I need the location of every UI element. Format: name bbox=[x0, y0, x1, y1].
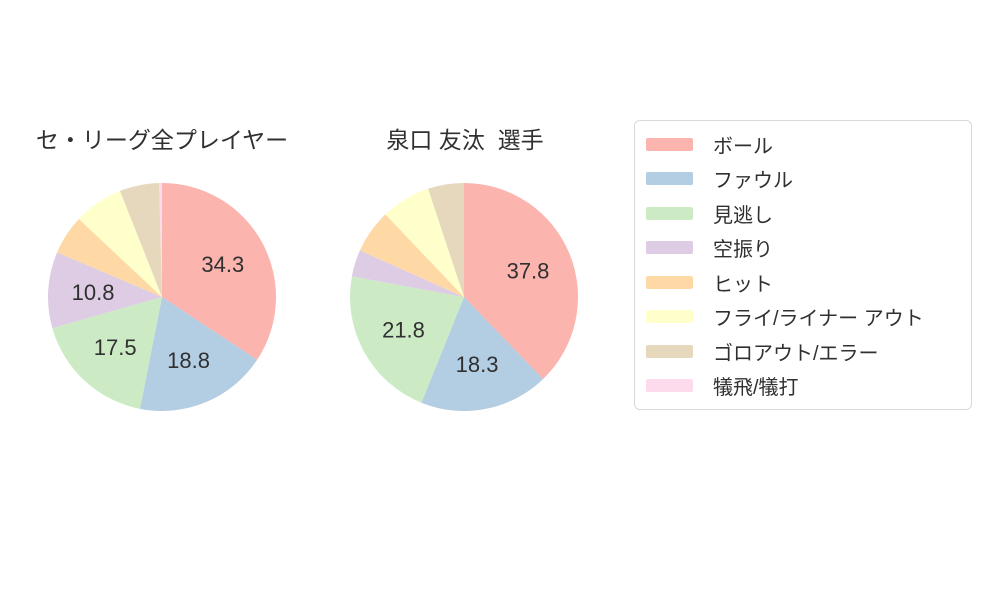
legend-item-label: ファウル bbox=[713, 170, 793, 193]
legend-item-label: ボール bbox=[713, 135, 773, 158]
legend-item-label: ヒット bbox=[713, 273, 773, 296]
pie-value-label: 37.8 bbox=[507, 259, 550, 284]
pie-slice-5 bbox=[78, 191, 162, 297]
legend-swatch bbox=[646, 137, 693, 151]
pie-slice-4 bbox=[359, 214, 464, 297]
legend-swatch bbox=[646, 275, 693, 289]
left-pie-chart: 34.3 18.8 17.5 10.8 bbox=[47, 183, 276, 411]
legend-item-label: 見逃し bbox=[713, 204, 773, 227]
legend-item: 見逃し bbox=[635, 199, 971, 228]
legend-swatch bbox=[646, 206, 693, 220]
pie-slice-3 bbox=[351, 250, 464, 297]
right-pie-chart: 37.8 18.3 21.8 bbox=[350, 183, 579, 412]
pie-slice-1 bbox=[421, 297, 544, 412]
pie-slice-0 bbox=[464, 183, 579, 380]
legend-item: ファウル bbox=[635, 164, 971, 193]
pie-slice-7 bbox=[159, 183, 162, 297]
legend-item: 空振り bbox=[635, 233, 971, 262]
legend-item: ゴロアウト/エラー bbox=[635, 337, 971, 366]
pie-value-label: 18.8 bbox=[167, 348, 210, 373]
pie-value-label: 18.3 bbox=[456, 352, 499, 377]
legend-swatch bbox=[646, 241, 693, 255]
pie-slice-2 bbox=[52, 297, 162, 409]
legend-item-label: 空振り bbox=[713, 239, 773, 262]
legend-item-label: ゴロアウト/エラー bbox=[713, 342, 879, 365]
pie-slice-1 bbox=[139, 297, 258, 411]
legend: ボールファウル見逃し空振りヒットフライ/ライナー アウト ゴロアウト/エラー 犠飛/… bbox=[634, 120, 972, 410]
pie-slice-0 bbox=[162, 183, 276, 360]
legend-item-label: フライ/ライナー アウト bbox=[713, 308, 924, 331]
pie-slice-6 bbox=[428, 183, 464, 297]
pie-value-label: 34.3 bbox=[201, 252, 244, 277]
pie-slice-6 bbox=[120, 183, 162, 297]
pie-slice-3 bbox=[47, 252, 162, 329]
legend-swatch bbox=[646, 172, 693, 186]
pie-value-label: 21.8 bbox=[382, 318, 425, 343]
pie-value-label: 17.5 bbox=[94, 335, 137, 360]
pie-slice-4 bbox=[57, 218, 163, 297]
legend-item: 犠飛/犠打 bbox=[635, 371, 971, 400]
legend-item: ボール bbox=[635, 130, 971, 159]
legend-item-label: 犠飛/犠打 bbox=[713, 377, 799, 400]
left-pie-title: セ・リーグ全プレイヤー bbox=[35, 127, 289, 153]
legend-swatch bbox=[646, 379, 693, 393]
legend-swatch bbox=[646, 344, 693, 358]
pie-slice-2 bbox=[350, 276, 464, 403]
legend-item: フライ/ライナー アウト bbox=[635, 302, 971, 331]
legend-swatch bbox=[646, 310, 693, 324]
right-pie-title: 泉口 友汰 選手 bbox=[386, 127, 544, 153]
pie-slice-5 bbox=[385, 188, 464, 297]
legend-item: ヒット bbox=[635, 268, 971, 297]
pie-value-label: 10.8 bbox=[72, 280, 115, 305]
